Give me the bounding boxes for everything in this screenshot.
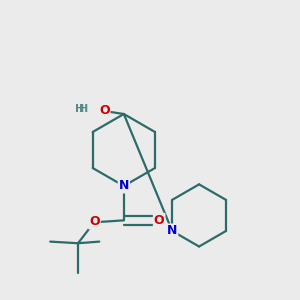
- Text: H: H: [79, 104, 88, 114]
- Text: H: H: [75, 104, 85, 114]
- Text: O: O: [99, 104, 110, 117]
- Text: N: N: [118, 179, 129, 193]
- Text: N: N: [167, 224, 177, 238]
- Text: O: O: [154, 214, 164, 227]
- Text: O: O: [89, 215, 100, 229]
